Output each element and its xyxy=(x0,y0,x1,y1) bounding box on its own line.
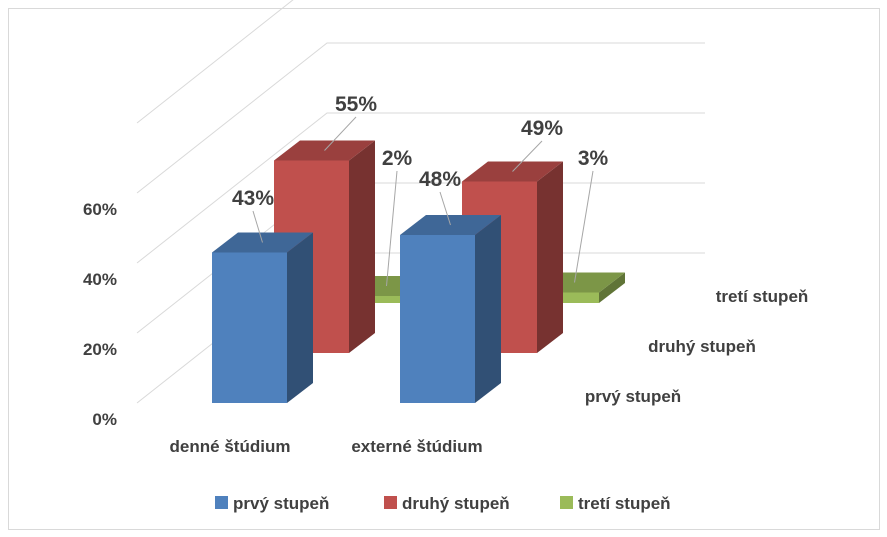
depth-axis-label: druhý stupeň xyxy=(648,337,756,356)
legend-item: prvý stupeň xyxy=(215,494,329,513)
legend-swatch xyxy=(215,496,228,509)
bar-side xyxy=(287,232,313,403)
data-labels: 2% 3% 55% 49% 43% 48% xyxy=(232,93,609,287)
data-label: 49% xyxy=(521,117,563,140)
bars xyxy=(212,140,625,403)
legend-label: prvý stupeň xyxy=(233,494,329,513)
label-leader xyxy=(512,140,543,172)
label-leader xyxy=(386,170,398,287)
legend-item: tretí stupeň xyxy=(560,494,671,513)
bar-0-0 xyxy=(212,232,313,403)
bar-side xyxy=(599,272,625,303)
axis-labels: 0% 20% 40% 60% denné štúdium externé štúdium p… xyxy=(83,200,808,456)
gridline xyxy=(136,0,294,124)
x-tick-label: denné štúdium xyxy=(170,437,291,456)
label-leader xyxy=(439,191,451,226)
bar-front xyxy=(212,252,287,403)
gridline xyxy=(136,42,705,194)
depth-axis-label: prvý stupeň xyxy=(585,387,681,406)
y-tick-label: 0% xyxy=(92,410,117,429)
data-label: 2% xyxy=(382,147,413,170)
depth-axis-label: tretí stupeň xyxy=(716,287,809,306)
label-leader xyxy=(324,116,357,151)
label-leader xyxy=(574,170,594,283)
bar-0-1 xyxy=(400,215,501,403)
data-label: 55% xyxy=(335,93,377,116)
data-label: 48% xyxy=(419,168,461,191)
bar-side xyxy=(537,161,563,353)
legend-label: druhý stupeň xyxy=(402,494,510,513)
data-label: 3% xyxy=(578,147,609,170)
label-leader xyxy=(252,210,263,243)
x-tick-label: externé štúdium xyxy=(351,437,482,456)
y-tick-label: 60% xyxy=(83,200,117,219)
bar-side xyxy=(475,215,501,403)
bar-front xyxy=(400,235,475,403)
legend: prvý stupeň druhý stupeň tretí stupeň xyxy=(215,494,671,513)
legend-item: druhý stupeň xyxy=(384,494,510,513)
y-tick-label: 40% xyxy=(83,270,117,289)
data-label: 43% xyxy=(232,187,274,210)
gridline xyxy=(136,112,705,264)
legend-label: tretí stupeň xyxy=(578,494,671,513)
bar-side xyxy=(349,140,375,353)
y-tick-label: 20% xyxy=(83,340,117,359)
legend-swatch xyxy=(560,496,573,509)
legend-swatch xyxy=(384,496,397,509)
